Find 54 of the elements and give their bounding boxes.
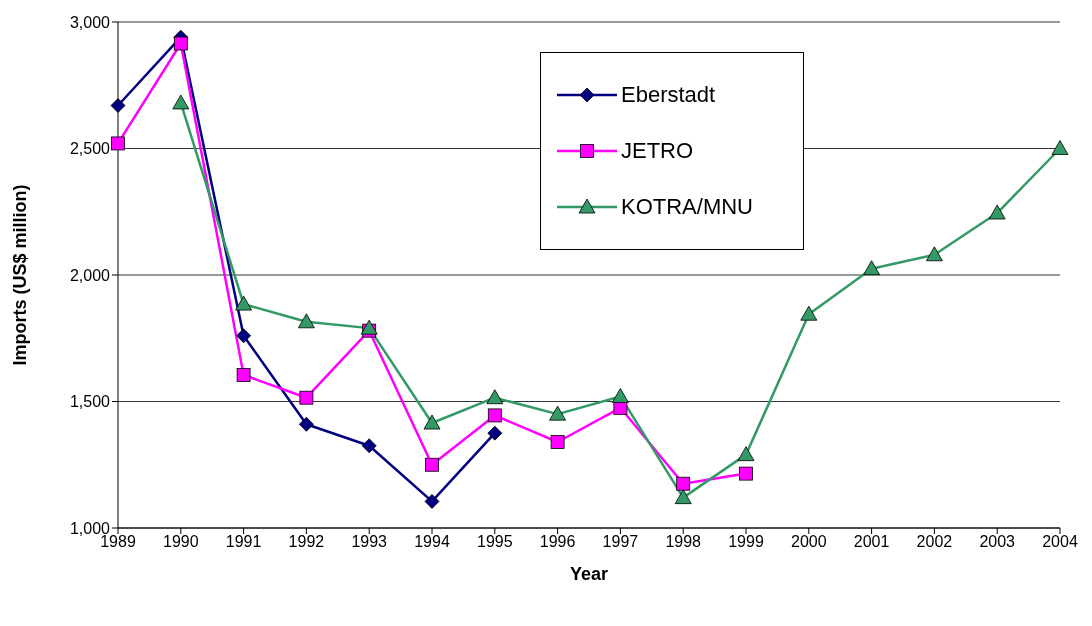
- point: [299, 390, 314, 405]
- legend-label: JETRO: [621, 138, 694, 164]
- point: [863, 260, 880, 276]
- point: [487, 408, 502, 423]
- point: [173, 36, 188, 51]
- point: [298, 313, 315, 329]
- point: [172, 94, 190, 110]
- legend-label: KOTRA/MNU: [621, 194, 753, 220]
- x-tick-label: 1995: [477, 533, 513, 551]
- point: [361, 438, 377, 454]
- x-tick-label: 1992: [288, 533, 325, 551]
- point: [360, 319, 378, 335]
- point: [486, 389, 504, 405]
- point: [299, 416, 314, 432]
- point: [926, 246, 943, 262]
- x-tick-label: 2001: [853, 533, 890, 551]
- point: [800, 305, 818, 321]
- point: [110, 98, 126, 113]
- point: [425, 457, 439, 472]
- point: [676, 476, 691, 491]
- x-tick-label: 2003: [979, 533, 1016, 551]
- x-tick-label: 2000: [791, 533, 827, 551]
- point: [424, 494, 440, 509]
- y-tick-label: 2,000: [69, 266, 111, 284]
- y-tick-label: 2,500: [69, 140, 111, 158]
- y-axis-title: Imports (US$ million): [10, 184, 31, 366]
- x-tick-label: 1990: [163, 533, 199, 551]
- x-tick-label: 1996: [539, 533, 576, 551]
- x-tick-label: 1991: [225, 533, 262, 551]
- x-tick-label: 1998: [665, 533, 702, 551]
- x-tick-label: 1999: [728, 533, 764, 551]
- point: [612, 388, 629, 403]
- point: [236, 328, 251, 344]
- y-tick-label: 1,500: [69, 393, 111, 411]
- point: [111, 136, 125, 151]
- legend-label: Eberstadt: [621, 82, 716, 108]
- y-tick-label: 3,000: [69, 13, 111, 31]
- point: [739, 466, 753, 481]
- x-tick-label: 2002: [916, 533, 953, 551]
- x-tick-label: 1994: [414, 533, 450, 551]
- x-tick-label: 1993: [351, 533, 388, 551]
- point: [236, 368, 251, 382]
- point: [423, 414, 441, 430]
- point: [550, 435, 565, 449]
- point: [549, 405, 566, 421]
- point: [988, 204, 1006, 220]
- x-tick-label: 1997: [602, 533, 639, 551]
- point: [737, 446, 755, 462]
- point: [235, 295, 252, 311]
- x-tick-label: 2004: [1042, 533, 1078, 551]
- point: [487, 425, 503, 441]
- point: [674, 489, 692, 505]
- point: [1051, 140, 1069, 155]
- x-axis-title: Year: [569, 564, 609, 584]
